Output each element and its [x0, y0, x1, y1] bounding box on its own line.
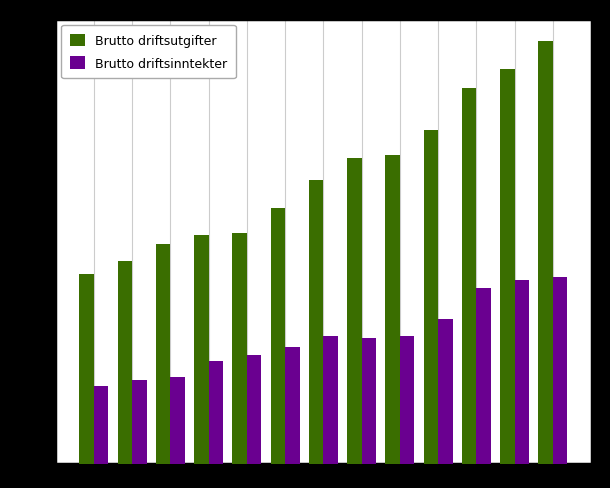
Bar — [94, 386, 109, 464]
Bar — [309, 181, 323, 464]
Legend: Brutto driftsutgifter, Brutto driftsinntekter: Brutto driftsutgifter, Brutto driftsinnt… — [61, 26, 236, 79]
Bar — [270, 208, 285, 464]
Bar — [476, 289, 491, 464]
Bar — [386, 156, 400, 464]
Bar — [247, 355, 261, 464]
Bar — [323, 336, 338, 464]
Bar — [132, 380, 146, 464]
Bar — [538, 42, 553, 464]
Bar — [423, 130, 438, 464]
Bar — [500, 69, 514, 464]
Bar — [156, 244, 170, 464]
Bar — [209, 361, 223, 464]
Bar — [362, 339, 376, 464]
Bar — [400, 336, 414, 464]
Bar — [285, 347, 300, 464]
Bar — [79, 275, 94, 464]
Bar — [194, 236, 209, 464]
Bar — [232, 233, 247, 464]
Bar — [514, 281, 529, 464]
Bar — [347, 158, 362, 464]
Bar — [170, 378, 185, 464]
Bar — [118, 261, 132, 464]
Bar — [462, 89, 476, 464]
Bar — [438, 319, 453, 464]
Bar — [553, 278, 567, 464]
